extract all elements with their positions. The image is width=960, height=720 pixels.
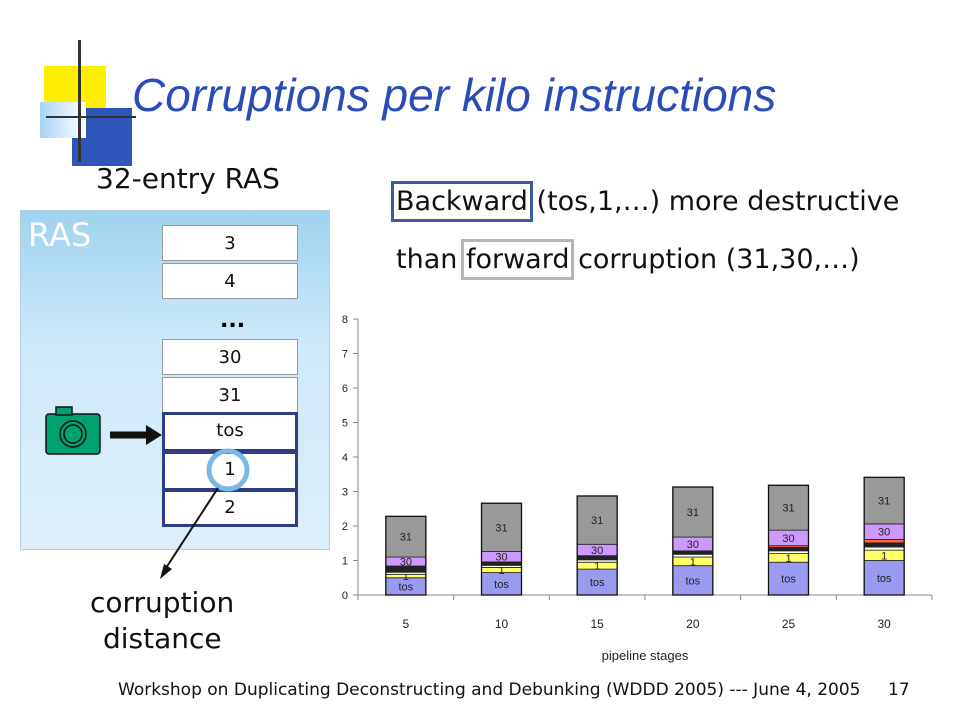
bar-data-label: 30 (495, 552, 507, 564)
annotation-line-1: corruption (90, 586, 235, 619)
decorative-horizontal-line (46, 116, 136, 118)
x-tick-label: 15 (590, 617, 604, 631)
arrow-to-tos-icon (110, 425, 162, 445)
camera-icon (45, 406, 101, 455)
bar-data-label: tos (685, 575, 700, 587)
bar-data-label: 31 (782, 503, 794, 515)
x-axis-title: pipeline stages (602, 648, 689, 663)
ras-label: RAS (28, 216, 92, 254)
x-tick-label: 30 (877, 617, 891, 631)
bar-segment (576, 568, 618, 596)
y-tick-label: 8 (342, 314, 348, 326)
y-tick-label: 5 (342, 418, 348, 430)
footer-text: Workshop on Duplicating Deconstructing a… (118, 680, 861, 700)
bar-segment (863, 476, 905, 525)
bar-data-label: 1 (498, 565, 504, 577)
bar-data-label: 31 (878, 496, 890, 508)
ras-entry: 3 (162, 225, 298, 261)
x-tick-label: 10 (495, 617, 509, 631)
bar-outline (576, 495, 618, 596)
y-tick-label: 7 (342, 349, 348, 361)
bar-data-label: 31 (495, 522, 507, 534)
bar-outline (767, 484, 810, 596)
ras-size-caption: 32-entry RAS (96, 162, 280, 195)
ras-entry: 30 (162, 339, 298, 375)
y-tick-label: 6 (342, 383, 348, 395)
bar-segment (863, 539, 905, 544)
ras-entry: 4 (162, 263, 298, 299)
bar-outline (385, 515, 427, 596)
page-number: 17 (888, 680, 910, 700)
bar-segment (385, 515, 427, 558)
bar-data-label: 31 (400, 532, 412, 544)
bar-segment (863, 546, 905, 551)
slide-title: Corruptions per kilo instructions (132, 69, 777, 121)
bar-data-label: tos (398, 581, 413, 593)
corruption-pointer-icon (160, 487, 219, 579)
bar-data-label: 1 (785, 553, 791, 565)
note-line-1: Backward (tos,1,…) more destructive (391, 181, 900, 222)
bar-data-label: 30 (878, 527, 890, 539)
bar-data-label: 1 (403, 571, 409, 583)
y-tick-label: 1 (342, 556, 348, 568)
bar-segment (481, 502, 522, 552)
x-tick-label: 25 (782, 617, 796, 631)
ras-ellipsis: ... (220, 308, 246, 333)
bar-segment (672, 550, 714, 555)
bar-segment (576, 495, 618, 545)
forward-highlight: forward (460, 239, 575, 280)
bar-outline (480, 502, 523, 596)
bar-data-label: 30 (400, 557, 412, 569)
bar-data-label: tos (590, 577, 605, 589)
bar-data-label: 30 (591, 545, 603, 557)
note-line-2-prefix: than (396, 244, 466, 275)
bar-segment (863, 542, 905, 548)
y-tick-label: 3 (342, 487, 348, 499)
bar-outline (672, 486, 714, 596)
decorative-vertical-line (78, 40, 81, 162)
bar-data-label: 1 (690, 556, 696, 568)
bar-segment (672, 553, 714, 558)
bar-data-label: 30 (687, 539, 699, 551)
bar-segment (768, 550, 809, 555)
bar-data-label: 1 (594, 561, 600, 573)
bar-data-label: 30 (782, 533, 794, 545)
bar-data-label: 1 (881, 550, 887, 562)
ras-entry: 2 (162, 489, 298, 527)
note-line-2: than forward corruption (31,30,…) (396, 239, 860, 280)
bar-segment (768, 484, 809, 531)
y-tick-label: 4 (342, 452, 348, 464)
y-tick-label: 2 (342, 521, 348, 533)
backward-highlight: Backward (391, 181, 533, 222)
bar-outline (863, 476, 905, 596)
bar-data-label: tos (877, 573, 892, 585)
bar-data-label: 31 (591, 515, 603, 527)
bar-data-label: 31 (687, 507, 699, 519)
x-tick-label: 20 (686, 617, 700, 631)
y-tick-label: 0 (342, 590, 348, 602)
annotation-line-2: distance (103, 622, 222, 655)
corruption-ring (206, 448, 250, 492)
bar-segment (768, 546, 809, 552)
bar-segment (768, 561, 809, 596)
x-tick-label: 5 (402, 617, 409, 631)
bar-data-label: tos (494, 579, 509, 591)
bar-data-label: tos (781, 574, 796, 586)
note-line-1-rest: (tos,1,…) more destructive (527, 186, 900, 217)
note-line-2-rest: corruption (31,30,…) (569, 244, 860, 275)
